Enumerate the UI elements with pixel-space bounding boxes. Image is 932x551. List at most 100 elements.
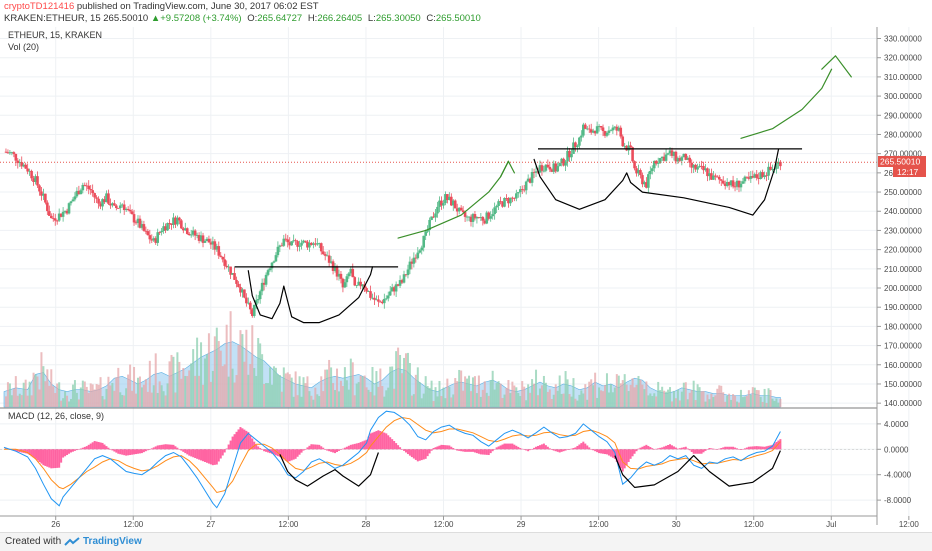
volume-bar xyxy=(334,390,337,407)
macd-histogram-bar xyxy=(580,443,583,450)
macd-histogram-bar xyxy=(408,449,411,456)
candle xyxy=(692,164,695,168)
candle xyxy=(388,291,392,296)
candle xyxy=(420,247,424,251)
macd-histogram-bar xyxy=(156,445,159,450)
candle xyxy=(355,285,359,287)
candle xyxy=(44,193,47,203)
macd-histogram-bar xyxy=(410,449,413,458)
candle xyxy=(664,154,668,161)
volume-bar xyxy=(367,389,370,407)
drawn-arrow-curve xyxy=(821,55,852,78)
macd-histogram-bar xyxy=(627,449,630,462)
candle xyxy=(115,205,118,209)
volume-bar xyxy=(755,389,758,407)
candle xyxy=(12,152,16,154)
candle xyxy=(306,241,309,248)
volume-bar xyxy=(710,393,713,407)
chart-background xyxy=(0,27,877,525)
macd-histogram-bar xyxy=(694,449,697,454)
volume-bar xyxy=(385,390,388,407)
candle xyxy=(331,261,335,271)
macd-axis[interactable]: 4.0000 0.0000 -4.0000 -8.0000 xyxy=(877,420,912,505)
volume-bar xyxy=(337,391,340,407)
macd-histogram-bar xyxy=(739,449,742,450)
macd-histogram-bar xyxy=(334,449,337,454)
candle xyxy=(534,171,538,173)
macd-histogram-bar xyxy=(89,443,92,450)
volume-bar xyxy=(603,385,606,407)
macd-histogram-bar xyxy=(525,449,528,451)
candle xyxy=(763,175,766,178)
candle xyxy=(333,266,337,271)
macd-histogram-bar xyxy=(523,449,526,450)
candle xyxy=(239,287,242,293)
macd-histogram-bar xyxy=(718,448,721,450)
volume-bar xyxy=(505,387,508,407)
macd-histogram-bar xyxy=(263,449,266,452)
volume-bar xyxy=(229,311,232,407)
candle xyxy=(574,142,577,148)
volume-bar xyxy=(515,387,518,407)
volume-bar xyxy=(749,394,752,407)
candle xyxy=(144,230,148,232)
volume-bar xyxy=(538,388,541,407)
macd-histogram-bar xyxy=(588,447,591,450)
macd-histogram-bar xyxy=(337,449,340,451)
tradingview-brand[interactable]: TradingView xyxy=(83,536,142,547)
time-tick-label: 12:00 xyxy=(433,520,454,529)
volume-bar xyxy=(466,378,469,407)
macd-histogram-bar xyxy=(40,449,43,464)
macd-histogram-bar xyxy=(605,449,608,455)
volume-bar xyxy=(544,382,547,407)
volume-bar xyxy=(269,367,272,407)
candle xyxy=(57,213,61,221)
macd-histogram-bar xyxy=(190,449,193,457)
volume-bar xyxy=(602,391,605,407)
candle xyxy=(53,218,57,221)
macd-histogram-bar xyxy=(743,448,746,450)
macd-histogram-bar xyxy=(499,445,502,450)
author-link[interactable]: cryptoTD121416 xyxy=(4,1,75,12)
candle xyxy=(138,218,142,228)
candle xyxy=(658,158,662,164)
time-axis[interactable]: 26 12:00 27 12:00 28 12:00 29 12:00 30 12:00 Jul 12… xyxy=(51,516,932,529)
candle xyxy=(461,210,465,213)
candle xyxy=(489,216,493,219)
volume-bar xyxy=(261,354,264,407)
candle xyxy=(357,281,360,286)
volume-bar xyxy=(779,398,782,407)
macd-histogram-bar xyxy=(722,447,725,450)
macd-histogram-bar xyxy=(257,446,260,450)
price-tick-label: 270.00000 xyxy=(884,150,922,159)
volume-bar xyxy=(759,396,762,407)
macd-histogram-bar xyxy=(170,444,173,450)
macd-histogram-bar xyxy=(416,449,419,462)
volume-bar xyxy=(428,387,431,407)
volume-bar xyxy=(566,379,569,407)
price-axis[interactable]: 140.00000 150.00000 160.00000 170.00000 180.… xyxy=(877,35,922,409)
candle xyxy=(156,232,159,243)
price-tick-label: 170.00000 xyxy=(884,342,922,351)
last-price-header: 265.50010 xyxy=(103,13,149,24)
macd-histogram-bar xyxy=(50,449,53,469)
volume-bar xyxy=(274,367,277,407)
price-chart[interactable]: 140.00000 150.00000 160.00000 170.00000 180.… xyxy=(0,26,932,532)
candle xyxy=(124,208,128,211)
macd-histogram-bar xyxy=(517,446,520,450)
macd-histogram-bar xyxy=(186,449,189,455)
candle xyxy=(361,284,364,287)
volume-bar xyxy=(24,379,27,407)
candle xyxy=(473,214,477,219)
volume-bar xyxy=(680,391,683,407)
candle xyxy=(749,176,753,179)
volume-bar xyxy=(424,376,427,407)
macd-histogram-bar xyxy=(154,446,157,450)
candle xyxy=(359,281,362,287)
candle xyxy=(24,164,27,169)
volume-bar xyxy=(282,367,285,407)
macd-histogram-bar xyxy=(590,449,593,450)
volume-bar xyxy=(170,354,173,407)
macd-histogram-bar xyxy=(182,449,185,452)
candle xyxy=(201,235,205,243)
